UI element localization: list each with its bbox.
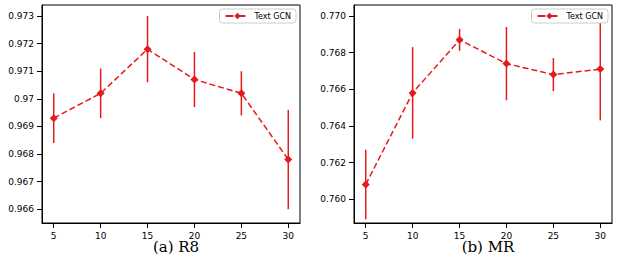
svg-text:0.766: 0.766 bbox=[320, 84, 346, 94]
svg-text:25: 25 bbox=[236, 231, 247, 241]
svg-text:(b) MR: (b) MR bbox=[462, 238, 515, 256]
svg-text:(a) R8: (a) R8 bbox=[153, 238, 199, 256]
svg-text:Text GCN: Text GCN bbox=[254, 12, 292, 21]
svg-text:10: 10 bbox=[407, 231, 419, 241]
svg-text:20: 20 bbox=[188, 230, 201, 241]
svg-text:30: 30 bbox=[595, 231, 607, 241]
svg-text:15: 15 bbox=[142, 231, 153, 241]
svg-text:15: 15 bbox=[453, 230, 466, 241]
svg-text:0.966: 0.966 bbox=[8, 204, 34, 214]
svg-text:0.968: 0.968 bbox=[8, 149, 34, 159]
svg-text:0.762: 0.762 bbox=[320, 158, 346, 168]
svg-text:20: 20 bbox=[500, 230, 513, 241]
svg-text:0.760: 0.760 bbox=[320, 194, 346, 204]
svg-text:10: 10 bbox=[95, 231, 107, 241]
svg-text:5: 5 bbox=[363, 231, 369, 241]
svg-text:0.973: 0.973 bbox=[8, 11, 34, 21]
svg-text:0.969: 0.969 bbox=[8, 121, 34, 131]
svg-text:0.97: 0.97 bbox=[14, 94, 34, 104]
svg-text:0.768: 0.768 bbox=[320, 48, 346, 58]
svg-text:0.967: 0.967 bbox=[8, 177, 34, 187]
svg-text:Text GCN: Text GCN bbox=[566, 12, 604, 21]
svg-text:0.770: 0.770 bbox=[320, 11, 346, 21]
svg-text:0.971: 0.971 bbox=[8, 66, 34, 76]
svg-text:30: 30 bbox=[283, 231, 295, 241]
svg-text:0.972: 0.972 bbox=[8, 39, 34, 49]
svg-text:0.764: 0.764 bbox=[320, 121, 346, 131]
svg-text:25: 25 bbox=[548, 231, 559, 241]
svg-text:5: 5 bbox=[51, 231, 57, 241]
